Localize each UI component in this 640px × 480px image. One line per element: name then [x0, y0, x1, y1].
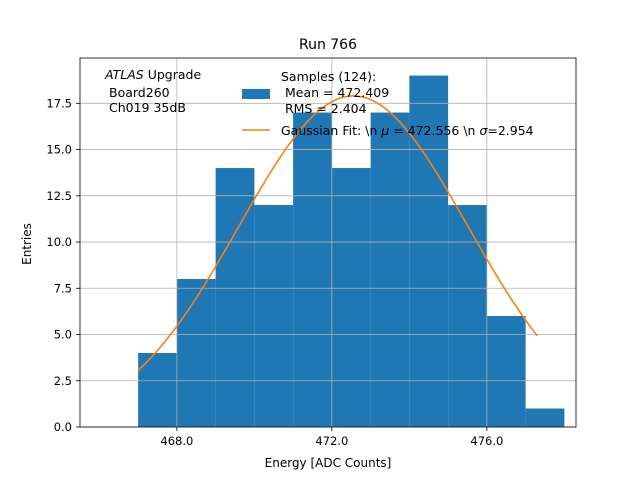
gaussian-fit-line	[137, 95, 538, 372]
legend-fit-mid: = 472.556 \n	[389, 123, 479, 138]
legend-fit-prefix: Gaussian Fit: \n	[281, 123, 381, 138]
annotation-line-2: Board260	[109, 85, 170, 100]
y-tick-label-1: 2.5	[54, 374, 72, 388]
legend-fit-suffix: =2.954	[487, 123, 533, 138]
legend-hist-line-1: Samples (124):	[281, 69, 376, 84]
chart-title: Run 766	[299, 37, 357, 53]
y-tick-label-6: 15.0	[46, 143, 72, 157]
y-tick-label-5: 12.5	[46, 189, 72, 203]
histogram-bar-10	[525, 408, 565, 427]
x-axis-label: Energy [ADC Counts]	[265, 456, 392, 470]
legend-hist-line-3: RMS = 2.404	[281, 101, 367, 116]
x-tick-label-1: 472.0	[315, 434, 348, 448]
histogram-bar-4	[293, 112, 332, 428]
x-tick-label-0: 468.0	[160, 434, 193, 448]
legend-fit-mu: μ	[380, 123, 389, 138]
atlas-annotation: ATLAS Upgrade Board260 Ch019 35dB	[104, 67, 201, 115]
legend: Samples (124): Mean = 472.409 RMS = 2.40…	[242, 69, 534, 138]
histogram-bar-9	[486, 316, 526, 427]
y-tick-label-4: 10.0	[46, 235, 72, 249]
annotation-upgrade: Upgrade	[144, 67, 202, 82]
y-axis-label: Entries	[20, 223, 34, 265]
histogram-bar-2	[215, 168, 255, 428]
histogram-bar-3	[254, 205, 294, 427]
y-tick-label-0: 0.0	[54, 420, 72, 434]
histogram-bar-6	[370, 112, 410, 428]
y-tick-label-7: 17.5	[46, 96, 72, 110]
y-tick-label-3: 7.5	[54, 281, 72, 295]
annotation-line-3: Ch019 35dB	[109, 100, 186, 115]
histogram-bar-7	[409, 75, 449, 428]
legend-fit-label: Gaussian Fit: \n μ = 472.556 \n σ=2.954	[281, 123, 534, 138]
legend-hist-swatch	[242, 89, 270, 99]
y-tick-label-2: 5.0	[54, 328, 72, 342]
x-tick-label-2: 476.0	[470, 434, 503, 448]
legend-fit-sigma: σ	[479, 123, 488, 138]
annotation-line-1: ATLAS Upgrade	[104, 67, 201, 82]
axes-frame	[79, 57, 577, 428]
histogram-bar-1	[176, 279, 216, 427]
legend-hist-line-2: Mean = 472.409	[281, 85, 389, 100]
histogram-bar-5	[331, 168, 371, 428]
histogram-bar-8	[448, 205, 487, 427]
annotation-atlas: ATLAS	[104, 67, 144, 82]
